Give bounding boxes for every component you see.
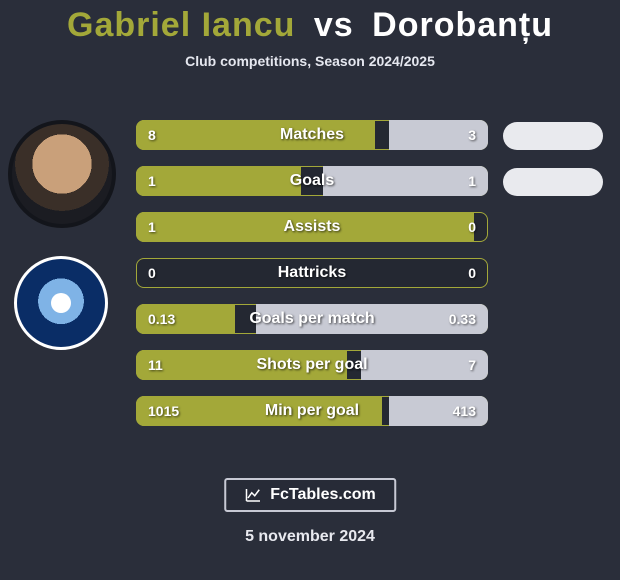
stat-label: Hattricks [136,258,488,288]
stat-row: 11Goals [136,166,488,196]
stat-label: Shots per goal [136,350,488,380]
stat-rows: 83Matches 11Goals 10Assists 00Hattricks 0.13… [136,120,488,442]
stat-label: Assists [136,212,488,242]
player2-name: Dorobanțu [372,6,553,44]
stat-label: Min per goal [136,396,488,426]
stat-row: 1015413Min per goal [136,396,488,426]
stat-row: 10Assists [136,212,488,242]
left-column [8,120,114,350]
stat-label: Goals per match [136,304,488,334]
player2-club-placeholder [503,168,603,196]
stat-label: Goals [136,166,488,196]
chart-icon [244,486,262,504]
player1-name: Gabriel Iancu [67,6,295,44]
vs-label: vs [314,6,354,44]
brand-box: FcTables.com [224,478,396,512]
date-label: 5 november 2024 [0,528,620,546]
stat-row: 83Matches [136,120,488,150]
comparison-card: Gabriel Iancu vs Dorobanțu Club competit… [0,0,620,580]
brand-label: FcTables.com [270,486,376,504]
player1-club-crest [14,256,108,350]
stat-row: 0.130.33Goals per match [136,304,488,334]
stat-row: 117Shots per goal [136,350,488,380]
right-column [498,122,608,214]
subtitle: Club competitions, Season 2024/2025 [0,53,620,69]
stat-label: Matches [136,120,488,150]
player1-avatar [8,120,116,228]
player2-avatar-placeholder [503,122,603,150]
stat-row: 00Hattricks [136,258,488,288]
page-title: Gabriel Iancu vs Dorobanțu [0,0,620,45]
